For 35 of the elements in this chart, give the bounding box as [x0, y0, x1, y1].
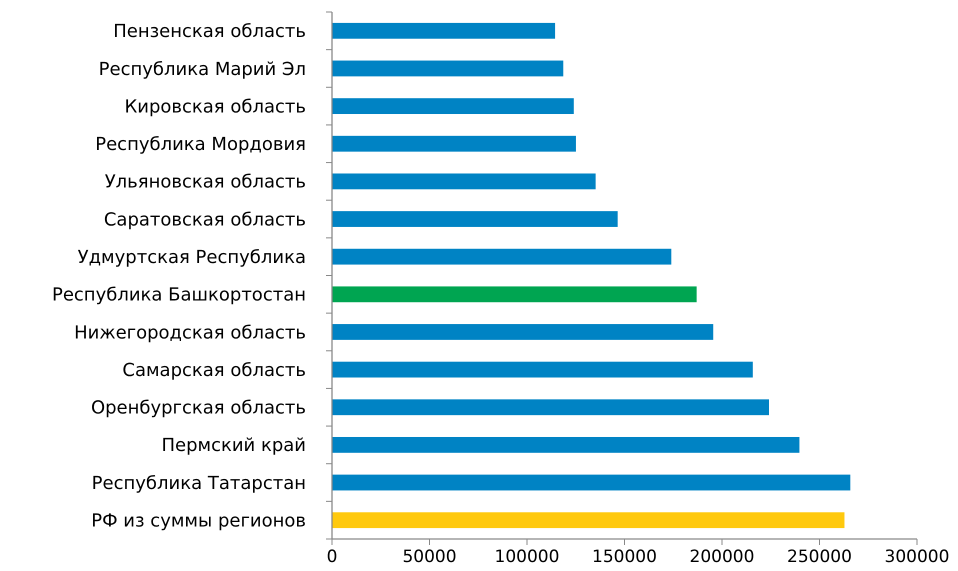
bar	[332, 399, 769, 416]
x-tick-label: 200000	[690, 547, 754, 567]
x-tick-label: 250000	[787, 547, 852, 567]
x-tick-label: 100000	[494, 547, 560, 567]
bar	[332, 474, 850, 490]
bar	[332, 512, 844, 528]
y-tick-label: Республика Татарстан	[92, 472, 306, 494]
bar	[332, 248, 672, 265]
y-tick-label: РФ из суммы регионов	[91, 510, 306, 532]
bar	[332, 324, 714, 340]
y-tick-label: Оренбургская область	[90, 398, 306, 419]
x-tick-label: 150000	[592, 547, 657, 567]
bar	[332, 98, 574, 114]
y-tick-label: Пензенская область	[113, 21, 306, 42]
y-tick-label: Нижегородская область	[74, 322, 306, 344]
x-tick-label: 300000	[884, 547, 950, 567]
bar	[332, 22, 556, 39]
x-tick-label: 0	[326, 547, 338, 567]
bar	[332, 173, 596, 190]
bar	[332, 286, 697, 302]
y-tick-label: Республика Мордовия	[95, 134, 306, 156]
y-tick-label: Республика Башкортостан	[52, 284, 306, 306]
y-tick-label: Кировская область	[124, 96, 306, 118]
y-tick-label: Ульяновская область	[104, 172, 306, 193]
bar	[332, 362, 753, 378]
y-tick-label: Удмуртская Республика	[78, 246, 306, 268]
bar	[332, 136, 576, 152]
y-tick-label: Пермский край	[161, 435, 306, 456]
x-tick-label: 50000	[402, 547, 457, 567]
y-tick-label: Республика Марий Эл	[98, 58, 306, 80]
bar	[332, 436, 800, 453]
y-tick-label: Саратовская область	[104, 209, 306, 230]
bar	[332, 60, 564, 76]
y-tick-label: Самарская область	[122, 360, 306, 381]
bar	[332, 211, 618, 227]
